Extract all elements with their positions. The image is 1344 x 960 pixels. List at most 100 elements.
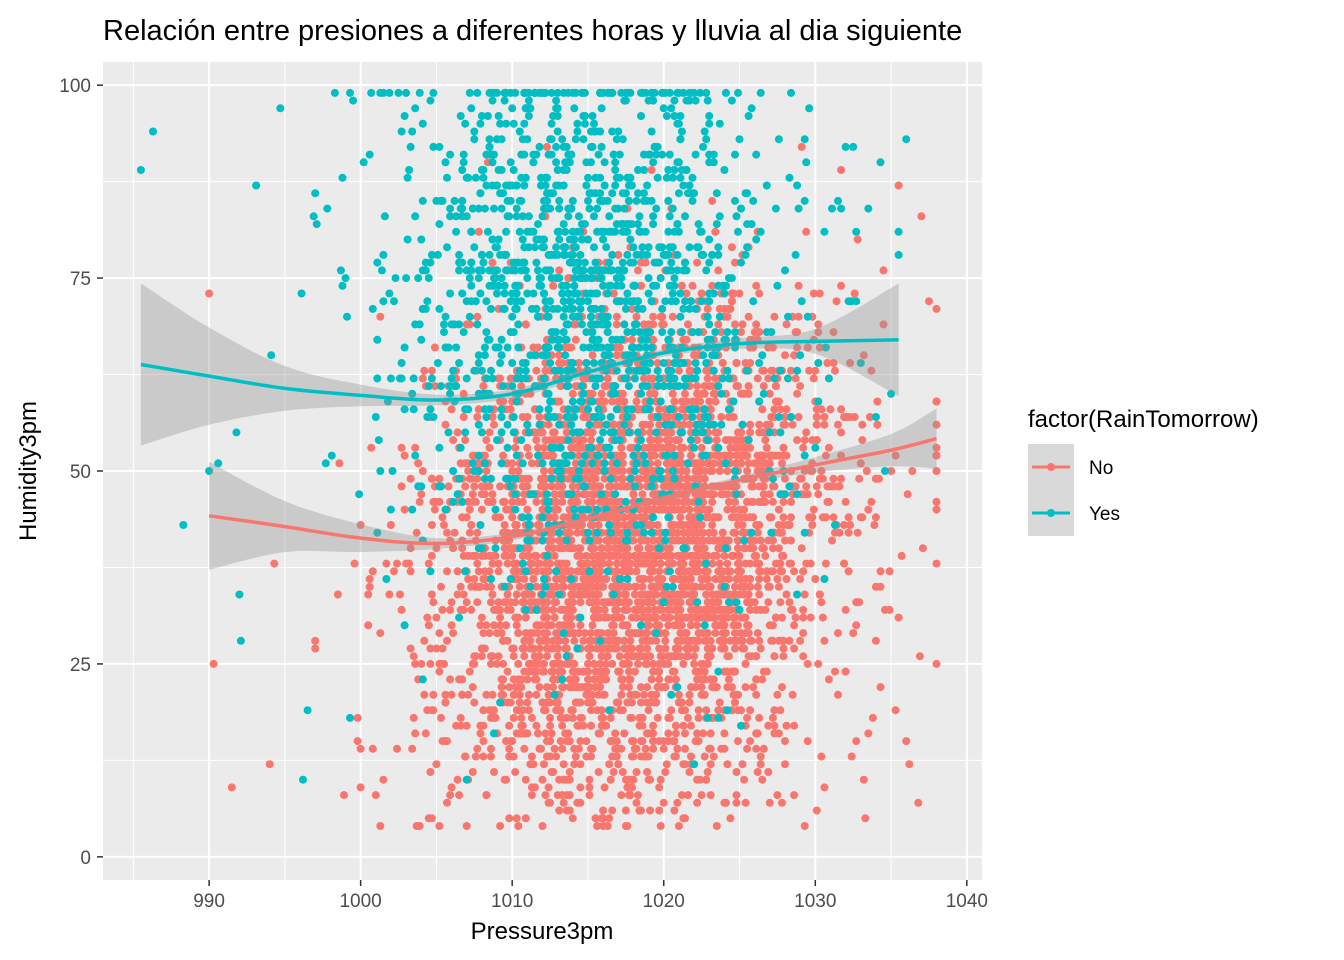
data-point: [634, 659, 642, 668]
data-point: [477, 652, 486, 661]
data-point: [665, 243, 674, 252]
data-point: [335, 459, 344, 468]
data-point: [634, 474, 642, 483]
data-point: [430, 343, 439, 352]
data-point: [771, 382, 780, 391]
data-point: [443, 567, 451, 576]
data-point: [430, 382, 439, 391]
data-point: [691, 304, 700, 313]
data-point: [681, 258, 689, 267]
data-point: [724, 652, 733, 661]
data-point: [606, 551, 615, 560]
data-point: [684, 791, 692, 800]
data-point: [655, 605, 664, 614]
data-point: [517, 382, 526, 391]
data-point: [902, 737, 911, 746]
data-point: [455, 474, 464, 483]
data-point: [459, 389, 468, 398]
data-point: [694, 497, 703, 506]
data-point: [556, 382, 565, 391]
data-point: [624, 366, 633, 375]
data-point: [532, 582, 541, 591]
data-point: [774, 582, 783, 591]
data-point: [497, 351, 506, 360]
data-point: [758, 675, 767, 684]
data-point: [679, 544, 688, 553]
data-point: [821, 451, 830, 460]
data-point: [718, 644, 727, 653]
data-point: [647, 166, 656, 174]
data-point: [802, 559, 811, 568]
data-point: [637, 536, 645, 545]
data-point: [700, 636, 709, 645]
data-point: [523, 675, 532, 684]
data-point: [477, 613, 486, 622]
data-point: [643, 768, 652, 776]
data-point: [667, 551, 676, 560]
data-point: [561, 227, 570, 236]
data-point: [311, 636, 320, 645]
data-point: [400, 505, 409, 514]
data-point: [523, 590, 532, 599]
data-point: [602, 659, 611, 668]
data-point: [768, 713, 777, 722]
data-point: [746, 575, 755, 583]
data-point: [559, 798, 568, 807]
data-point: [832, 297, 841, 306]
data-point: [555, 204, 564, 213]
data-point: [671, 729, 680, 738]
data-point: [737, 436, 745, 445]
data-point: [462, 212, 471, 221]
data-point: [400, 451, 409, 460]
data-point: [659, 798, 668, 807]
data-point: [582, 752, 591, 761]
data-point: [571, 474, 580, 483]
data-point: [573, 698, 582, 707]
data-point: [524, 667, 533, 676]
data-point: [568, 482, 577, 491]
data-point: [462, 822, 471, 830]
data-point: [562, 644, 571, 653]
data-point: [837, 451, 846, 460]
data-point: [632, 582, 641, 591]
data-point: [835, 528, 844, 537]
data-point: [379, 297, 388, 306]
data-point: [700, 567, 709, 576]
data-point: [821, 559, 830, 568]
data-point: [700, 667, 709, 676]
data-point: [770, 374, 779, 383]
data-point: [582, 328, 591, 337]
data-point: [605, 760, 614, 769]
data-point: [640, 528, 648, 537]
data-point: [641, 629, 650, 638]
data-point: [468, 459, 477, 468]
data-point: [584, 667, 592, 676]
data-point: [624, 181, 633, 190]
data-point: [874, 474, 883, 483]
data-point: [624, 428, 633, 437]
data-point: [503, 343, 512, 352]
data-point: [473, 559, 482, 568]
data-point: [614, 250, 623, 259]
data-point: [438, 644, 447, 653]
data-point: [712, 551, 721, 560]
data-point: [544, 544, 553, 553]
data-point: [574, 451, 583, 460]
data-point: [427, 374, 436, 383]
data-point: [697, 443, 706, 452]
data-point: [568, 629, 577, 638]
data-point: [738, 320, 747, 329]
data-point: [781, 474, 789, 483]
data-point: [509, 166, 518, 174]
data-point: [424, 559, 433, 568]
data-point: [367, 443, 376, 452]
data-point: [691, 150, 700, 159]
data-point: [770, 721, 779, 730]
data-point: [823, 482, 832, 491]
data-point: [420, 690, 429, 699]
data-point: [659, 382, 668, 391]
data-point: [499, 675, 508, 684]
data-point: [520, 181, 529, 190]
data-point: [694, 536, 703, 545]
data-point: [778, 683, 786, 692]
